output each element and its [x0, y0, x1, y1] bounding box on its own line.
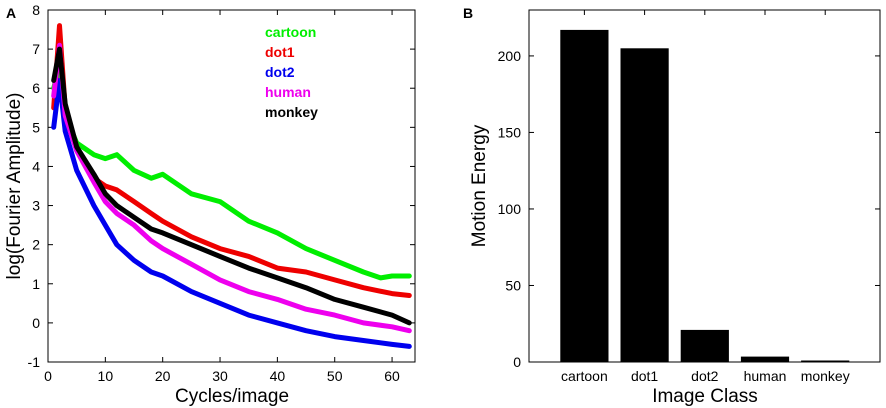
x-tick-label-cartoon: cartoon [561, 368, 608, 384]
x-tick-label-a: 30 [212, 368, 228, 384]
y-tick-label-a: 2 [32, 237, 40, 253]
x-tick-label-a: 60 [384, 368, 400, 384]
panel-b-bar-chart: B 0 50 100 150 200 cartoon dot1 dot2 human monke… [463, 5, 881, 407]
y-tick-label-a: 4 [32, 158, 40, 174]
bars [560, 29, 850, 363]
y-tick-label-a: -1 [28, 354, 41, 370]
x-tick-label-a: 10 [98, 368, 114, 384]
y-axis-ticks-a: -1 0 1 2 3 4 5 6 7 8 [28, 2, 415, 370]
y-tick-label-a: 1 [32, 276, 40, 292]
bar-human [740, 356, 790, 362]
y-axis-label-a: log(Fourier Amplitude) [4, 93, 25, 280]
x-tick-label-dot1: dot1 [631, 368, 658, 384]
series-line-dot2 [51, 77, 412, 349]
y-tick-label-a: 0 [32, 315, 40, 331]
x-axis-label-b: Image Class [652, 386, 758, 407]
y-tick-label-a: 6 [32, 80, 40, 96]
y-tick-label-a: 3 [32, 198, 40, 214]
bar-monkey [801, 360, 850, 362]
y-tick-label-a: 8 [32, 2, 40, 18]
y-axis-ticks-b: 0 50 100 150 200 [498, 48, 880, 370]
panel-b-label: B [463, 5, 473, 21]
legend-entry-human: human [265, 84, 311, 100]
bar-dot2 [680, 329, 729, 362]
x-tick-label-a: 0 [44, 368, 52, 384]
legend-entry-cartoon: cartoon [265, 24, 316, 40]
bar-dot1 [620, 48, 669, 363]
x-tick-label-a: 20 [155, 368, 171, 384]
panel-a-label: A [6, 5, 16, 21]
y-tick-label-b: 0 [513, 354, 521, 370]
x-tick-label-dot2: dot2 [691, 368, 718, 384]
x-axis-category-labels: cartoon dot1 dot2 human monkey [561, 10, 850, 384]
x-axis-label-a: Cycles/image [175, 386, 289, 407]
x-tick-label-a: 40 [270, 368, 286, 384]
x-tick-label-a: 50 [327, 368, 343, 384]
plot-frame-a [47, 9, 416, 363]
legend-entry-dot2: dot2 [265, 64, 295, 80]
y-tick-label-a: 5 [32, 119, 40, 135]
series-line-monkey [51, 46, 412, 326]
legend-entry-dot1: dot1 [265, 44, 295, 60]
series-line-cartoon [51, 62, 412, 281]
y-tick-label-b: 200 [498, 48, 522, 64]
bar-cartoon [560, 29, 609, 363]
legend-entry-monkey: monkey [265, 104, 318, 120]
x-axis-ticks-a: 0 10 20 30 40 50 60 [44, 10, 400, 384]
x-tick-label-monkey: monkey [801, 368, 850, 384]
y-tick-label-b: 100 [498, 201, 522, 217]
y-axis-label-b: Motion Energy [469, 124, 490, 247]
y-tick-label-b: 50 [505, 277, 521, 293]
y-tick-label-b: 150 [498, 124, 522, 140]
y-tick-label-a: 7 [32, 41, 40, 57]
x-tick-label-human: human [744, 368, 787, 384]
legend: cartoon dot1 dot2 human monkey [265, 24, 318, 120]
series-lines [51, 23, 412, 349]
